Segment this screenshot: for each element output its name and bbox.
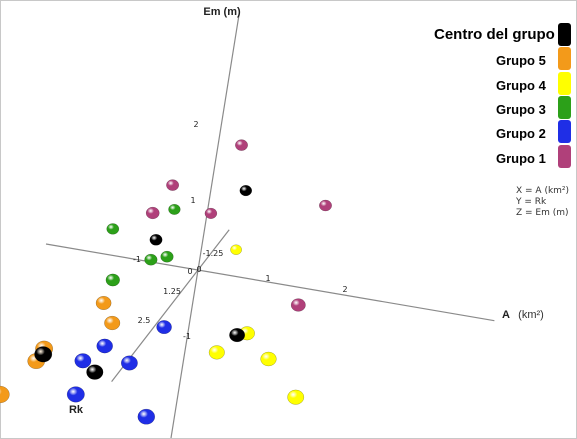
z-tick-label: -1	[183, 332, 191, 341]
legend-label-centro: Centro del grupo	[434, 26, 555, 43]
point-grupo-5	[0, 385, 10, 404]
point-centro-del-grupo	[34, 346, 53, 363]
point-grupo-2	[66, 386, 85, 403]
origin-label: 0	[196, 265, 201, 274]
y-tick-label: -1.25	[203, 249, 224, 258]
point-grupo-1	[319, 199, 332, 212]
z-tick-label: 2	[193, 120, 198, 129]
legend-swatch-grupo-5	[558, 47, 571, 70]
point-grupo-3	[168, 203, 181, 215]
point-grupo-1	[166, 179, 180, 191]
point-grupo-2	[96, 338, 113, 354]
legend-swatch-grupo-2	[558, 120, 571, 143]
point-grupo-2	[120, 355, 138, 371]
legend-swatch-grupo-4	[558, 72, 571, 95]
x-axis-line	[45, 243, 495, 322]
x-axis-title: A	[502, 309, 510, 321]
point-grupo-5	[104, 315, 121, 331]
axis-key-z: Z = Em (m)	[516, 208, 569, 218]
legend-label-grupo-1: Grupo 1	[496, 151, 546, 166]
point-grupo-5	[95, 295, 112, 311]
z-tick-label: 1	[190, 196, 195, 205]
point-grupo-1	[145, 206, 160, 220]
point-grupo-1	[290, 298, 306, 312]
legend-label-grupo-3: Grupo 3	[496, 102, 546, 117]
point-grupo-4	[230, 244, 242, 255]
axis-key: X = A (km²) Y = Rk Z = Em (m)	[516, 186, 569, 219]
legend-label-grupo-4: Grupo 4	[496, 78, 546, 93]
legend-swatch-grupo-1	[558, 145, 571, 168]
axis-key-y: Y = Rk	[516, 197, 547, 207]
point-grupo-4	[208, 345, 225, 360]
legend-swatch-centro	[558, 23, 571, 46]
point-grupo-3	[106, 223, 120, 235]
point-centro-del-grupo	[86, 364, 104, 380]
point-grupo-2	[137, 408, 156, 425]
x-axis-unit: (km²)	[518, 309, 544, 321]
point-grupo-3	[160, 250, 174, 263]
origin-label: 0	[187, 267, 192, 276]
point-grupo-2	[156, 320, 172, 335]
x-tick-label: -1	[133, 255, 141, 264]
y-tick-label: 2.5	[138, 316, 151, 325]
point-grupo-2	[74, 353, 92, 369]
legend-label-grupo-2: Grupo 2	[496, 126, 546, 141]
point-centro-del-grupo	[239, 185, 253, 197]
y-tick-label: 1.25	[163, 287, 181, 296]
axis-labels: -1 1 2 1.25 2.5 -1.25 2 1 0 0 -1 Em (m) Rk A (km²)	[69, 6, 544, 416]
x-tick-label: 1	[265, 274, 270, 283]
point-grupo-3	[144, 253, 158, 266]
point-grupo-4	[287, 389, 305, 405]
point-grupo-1	[204, 207, 218, 219]
y-axis-title: Rk	[69, 404, 84, 416]
z-axis-title: Em (m)	[203, 6, 241, 18]
point-grupo-4	[260, 351, 277, 367]
legend-label-grupo-5: Grupo 5	[496, 53, 546, 68]
point-centro-del-grupo	[149, 234, 163, 246]
x-tick-label: 2	[342, 285, 347, 294]
z-axis-line	[170, 15, 240, 439]
point-grupo-1	[235, 139, 248, 151]
axis-key-x: X = A (km²)	[516, 186, 570, 196]
data-points	[0, 139, 332, 425]
point-grupo-3	[105, 273, 120, 287]
point-centro-del-grupo	[229, 328, 246, 343]
legend-swatch-grupo-3	[558, 96, 571, 119]
